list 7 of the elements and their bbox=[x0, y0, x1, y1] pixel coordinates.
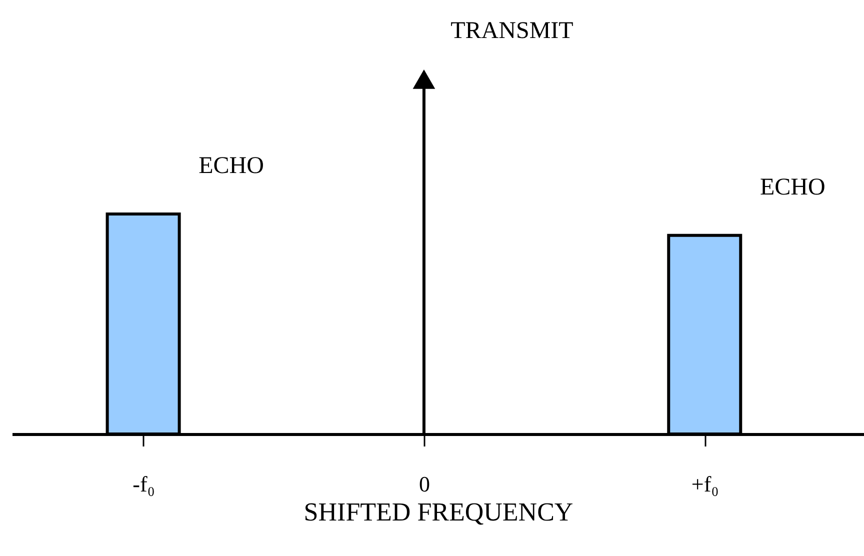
x-tick-label: +f₀ bbox=[691, 472, 719, 496]
x-axis-title: SHIFTED FREQUENCY bbox=[304, 498, 574, 526]
text: TRANSMIT bbox=[450, 18, 574, 44]
x-tick-label: -f₀ bbox=[132, 472, 155, 496]
annotation: ECHO bbox=[760, 174, 826, 200]
annotation: ECHO bbox=[198, 153, 264, 180]
x-tick-label: 0 bbox=[418, 472, 430, 496]
